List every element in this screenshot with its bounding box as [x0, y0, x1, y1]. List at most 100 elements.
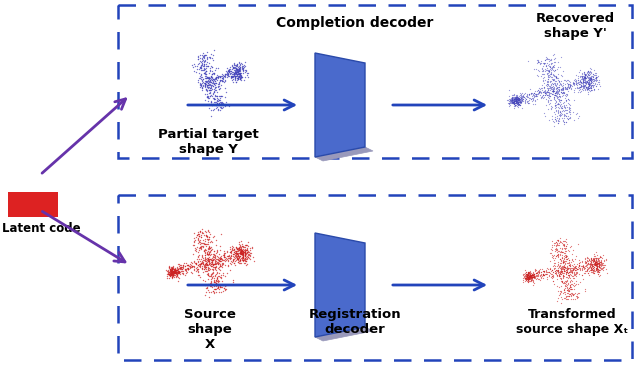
Point [559, 295, 569, 301]
Point [200, 83, 210, 89]
Point [596, 265, 607, 271]
Point [547, 91, 557, 97]
Point [173, 269, 184, 275]
Point [588, 261, 598, 267]
Point [242, 256, 252, 262]
Point [228, 249, 239, 255]
Point [212, 260, 223, 266]
Point [563, 291, 573, 297]
Point [553, 120, 563, 126]
Point [539, 84, 549, 90]
Point [511, 99, 522, 105]
Point [232, 66, 243, 72]
Point [228, 71, 238, 77]
Point [559, 77, 570, 83]
Point [512, 98, 522, 104]
Point [556, 105, 566, 111]
Point [586, 78, 596, 84]
Point [522, 273, 532, 279]
Point [235, 250, 245, 256]
Point [533, 273, 543, 279]
Point [200, 97, 210, 103]
Point [588, 265, 598, 271]
Point [202, 249, 212, 255]
Point [171, 269, 181, 275]
Point [549, 123, 559, 129]
Point [566, 293, 577, 299]
Point [200, 83, 210, 89]
Point [545, 258, 555, 264]
Point [573, 79, 583, 85]
Point [514, 93, 524, 99]
Point [560, 252, 570, 258]
Point [211, 93, 221, 99]
Point [520, 275, 530, 281]
Point [588, 76, 598, 82]
Point [204, 265, 214, 271]
Point [240, 67, 250, 73]
Point [556, 258, 566, 263]
Point [596, 254, 607, 260]
Point [523, 274, 533, 280]
Point [525, 272, 536, 278]
Point [526, 278, 536, 284]
Point [240, 242, 250, 248]
Point [530, 266, 540, 272]
Point [589, 76, 599, 82]
Point [204, 259, 214, 265]
Point [231, 253, 241, 259]
Point [550, 102, 560, 108]
Point [211, 74, 221, 80]
Point [195, 81, 205, 87]
Point [232, 250, 243, 256]
Point [164, 271, 174, 277]
Point [200, 78, 210, 84]
Point [590, 268, 600, 274]
Point [505, 97, 515, 103]
Point [544, 93, 554, 99]
Point [199, 265, 209, 270]
Point [581, 72, 591, 78]
Point [517, 97, 527, 103]
Point [193, 54, 203, 59]
Point [202, 80, 212, 86]
Point [595, 259, 605, 265]
Point [209, 289, 220, 295]
Point [223, 69, 233, 75]
Point [589, 253, 599, 259]
Point [164, 271, 174, 277]
Point [178, 262, 188, 268]
Point [195, 81, 205, 87]
Point [584, 76, 594, 82]
Point [163, 271, 173, 277]
Point [564, 84, 574, 90]
Point [511, 101, 522, 107]
Point [525, 272, 535, 278]
Point [542, 78, 552, 84]
Point [574, 265, 584, 271]
Point [562, 104, 572, 110]
Point [577, 73, 587, 79]
Point [564, 97, 574, 103]
Point [172, 267, 182, 273]
Point [550, 260, 561, 266]
Point [167, 275, 177, 281]
Point [204, 260, 214, 266]
Point [527, 90, 538, 96]
Point [215, 96, 225, 101]
Point [594, 261, 604, 267]
Point [585, 77, 595, 83]
Point [560, 86, 570, 92]
Point [204, 87, 214, 93]
Point [588, 263, 598, 269]
Point [575, 89, 585, 95]
Point [567, 269, 577, 275]
Point [559, 262, 569, 268]
Point [548, 77, 558, 83]
Point [552, 242, 562, 248]
Point [563, 77, 573, 83]
Point [505, 100, 515, 106]
Point [199, 248, 209, 254]
Point [559, 256, 569, 262]
Point [175, 265, 186, 271]
